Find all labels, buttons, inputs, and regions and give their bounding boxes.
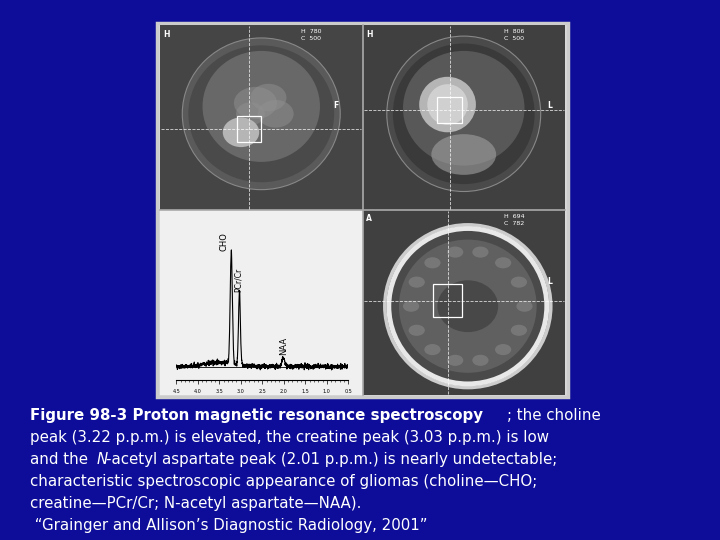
Text: H: H (163, 30, 170, 39)
Ellipse shape (447, 355, 463, 366)
Text: L: L (547, 277, 552, 286)
Text: A: A (366, 214, 372, 224)
Ellipse shape (424, 344, 441, 355)
Text: H  806
C  500: H 806 C 500 (504, 29, 524, 40)
Text: peak (3.22 p.p.m.) is elevated, the creatine peak (3.03 p.p.m.) is low: peak (3.22 p.p.m.) is elevated, the crea… (30, 430, 549, 445)
Ellipse shape (403, 301, 419, 312)
Text: ; the choline: ; the choline (507, 408, 600, 423)
Ellipse shape (222, 118, 259, 147)
Ellipse shape (516, 301, 533, 312)
Ellipse shape (399, 240, 536, 373)
Ellipse shape (387, 36, 541, 192)
Text: creatine—PCr/Cr; N-acetyl aspartate—NAA).: creatine—PCr/Cr; N-acetyl aspartate—NAA)… (30, 496, 361, 511)
Ellipse shape (409, 276, 425, 288)
Ellipse shape (431, 134, 496, 175)
Bar (438, 97, 462, 123)
Ellipse shape (182, 38, 341, 190)
Text: PCr/Cr: PCr/Cr (234, 267, 243, 292)
Ellipse shape (510, 276, 527, 288)
Text: F: F (333, 101, 339, 110)
Text: characteristic spectroscopic appearance of gliomas (choline—CHO;: characteristic spectroscopic appearance … (30, 474, 537, 489)
Text: -acetyl aspartate peak (2.01 p.p.m.) is nearly undetectable;: -acetyl aspartate peak (2.01 p.p.m.) is … (107, 452, 557, 467)
Text: H  694
C  782: H 694 C 782 (504, 214, 524, 226)
Ellipse shape (438, 280, 498, 332)
Ellipse shape (393, 44, 535, 184)
Text: NAA: NAA (279, 337, 288, 355)
Ellipse shape (510, 325, 527, 336)
Bar (160, 25, 362, 210)
Bar (362, 25, 565, 210)
Text: CHO: CHO (219, 232, 228, 251)
Text: and the: and the (30, 452, 93, 467)
Text: N: N (97, 452, 108, 467)
Ellipse shape (472, 247, 488, 258)
Ellipse shape (202, 51, 320, 162)
Ellipse shape (409, 325, 425, 336)
Text: H  780
C  500: H 780 C 500 (301, 29, 322, 40)
Text: Figure 98-3 Proton magnetic resonance spectroscopy: Figure 98-3 Proton magnetic resonance sp… (30, 408, 483, 423)
Bar (157, 23, 568, 397)
Ellipse shape (384, 225, 551, 388)
Ellipse shape (419, 77, 476, 132)
Ellipse shape (447, 247, 463, 258)
Ellipse shape (403, 51, 524, 166)
Ellipse shape (424, 257, 441, 268)
Ellipse shape (234, 87, 277, 119)
Ellipse shape (472, 355, 488, 366)
Ellipse shape (236, 102, 265, 125)
Ellipse shape (189, 45, 334, 182)
Ellipse shape (427, 84, 468, 125)
Bar (433, 284, 462, 318)
Ellipse shape (251, 84, 287, 111)
Ellipse shape (495, 257, 511, 268)
Text: L: L (547, 101, 552, 110)
Text: H: H (366, 30, 373, 39)
Ellipse shape (258, 100, 294, 127)
Ellipse shape (495, 344, 511, 355)
Bar (160, 210, 362, 395)
Bar (237, 116, 261, 141)
Text: “Grainger and Allison’s Diagnostic Radiology, 2001”: “Grainger and Allison’s Diagnostic Radio… (30, 518, 428, 533)
Bar (362, 210, 565, 395)
